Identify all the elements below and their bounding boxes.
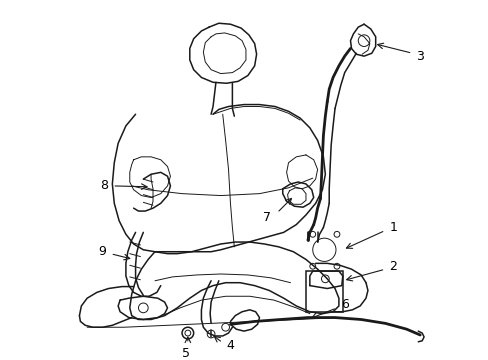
Text: 2: 2 — [388, 260, 396, 273]
Text: 5: 5 — [182, 347, 189, 360]
Text: 9: 9 — [99, 245, 106, 258]
Text: 8: 8 — [100, 179, 108, 192]
Bar — [305, 271, 342, 312]
Text: 1: 1 — [388, 221, 396, 234]
Text: 3: 3 — [415, 50, 424, 63]
Text: 7: 7 — [263, 211, 270, 224]
Text: 4: 4 — [226, 339, 234, 352]
Text: 6: 6 — [340, 298, 348, 311]
